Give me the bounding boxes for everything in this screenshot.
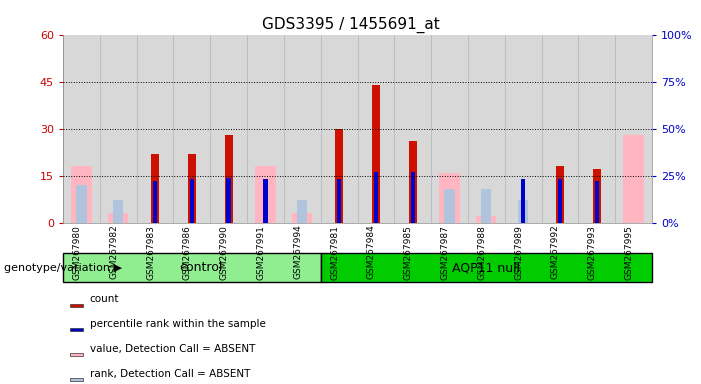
Bar [255, 166, 275, 223]
Text: GSM267989: GSM267989 [514, 225, 523, 280]
Text: genotype/variation ▶: genotype/variation ▶ [4, 263, 121, 273]
Bar [358, 35, 394, 223]
Text: GSM267984: GSM267984 [367, 225, 376, 280]
Bar [284, 35, 320, 223]
Text: AQP11 null: AQP11 null [452, 262, 520, 274]
Bar [482, 189, 491, 223]
Bar [76, 185, 86, 223]
Bar [100, 35, 137, 223]
Bar [541, 35, 578, 223]
Text: rank, Detection Call = ABSENT: rank, Detection Call = ABSENT [90, 369, 250, 379]
Text: GSM267988: GSM267988 [477, 225, 486, 280]
Bar [623, 135, 644, 223]
Text: GSM267995: GSM267995 [625, 225, 634, 280]
Bar [151, 154, 159, 223]
Bar [411, 172, 415, 223]
Bar [292, 214, 313, 223]
Text: GSM267985: GSM267985 [404, 225, 413, 280]
Bar [190, 179, 194, 223]
Bar [188, 154, 196, 223]
Bar [372, 85, 380, 223]
Text: GSM267990: GSM267990 [219, 225, 229, 280]
Text: control: control [179, 262, 223, 274]
Bar [226, 177, 231, 223]
Bar [70, 378, 83, 381]
Bar [63, 35, 100, 223]
Bar [556, 166, 564, 223]
Text: percentile rank within the sample: percentile rank within the sample [90, 319, 266, 329]
Text: GSM267992: GSM267992 [551, 225, 560, 280]
Bar [114, 200, 123, 223]
Text: GSM267980: GSM267980 [72, 225, 81, 280]
Bar [72, 166, 92, 223]
Bar [173, 35, 210, 223]
Bar [444, 189, 454, 223]
Text: count: count [90, 294, 119, 304]
Bar [70, 353, 83, 356]
Text: GDS3395 / 1455691_at: GDS3395 / 1455691_at [261, 17, 440, 33]
Bar [409, 141, 417, 223]
Bar [320, 35, 358, 223]
Text: GSM267987: GSM267987 [440, 225, 449, 280]
Bar [70, 328, 83, 331]
Bar [153, 181, 157, 223]
Text: GSM267982: GSM267982 [109, 225, 118, 280]
Bar [137, 35, 173, 223]
Bar [210, 35, 247, 223]
Text: GSM267991: GSM267991 [257, 225, 266, 280]
Text: value, Detection Call = ABSENT: value, Detection Call = ABSENT [90, 344, 255, 354]
Text: GSM267986: GSM267986 [183, 225, 192, 280]
Bar [578, 35, 615, 223]
Bar [615, 35, 652, 223]
Text: GSM267983: GSM267983 [146, 225, 155, 280]
Bar [264, 179, 268, 223]
Text: GSM267994: GSM267994 [293, 225, 302, 280]
Bar [63, 253, 320, 282]
Bar [592, 169, 601, 223]
Bar [521, 179, 525, 223]
Bar [440, 172, 460, 223]
Bar [394, 35, 431, 223]
Bar [374, 172, 378, 223]
Bar [337, 179, 341, 223]
Bar [476, 217, 496, 223]
Bar [558, 179, 562, 223]
Bar [431, 35, 468, 223]
Bar [320, 253, 652, 282]
Bar [224, 135, 233, 223]
Bar [247, 35, 284, 223]
Bar [468, 35, 505, 223]
Bar [518, 200, 528, 223]
Text: GSM267993: GSM267993 [587, 225, 597, 280]
Bar [108, 214, 128, 223]
Bar [70, 304, 83, 306]
Bar [594, 181, 599, 223]
Bar [335, 129, 343, 223]
Bar [505, 35, 541, 223]
Bar [297, 200, 307, 223]
Text: GSM267981: GSM267981 [330, 225, 339, 280]
